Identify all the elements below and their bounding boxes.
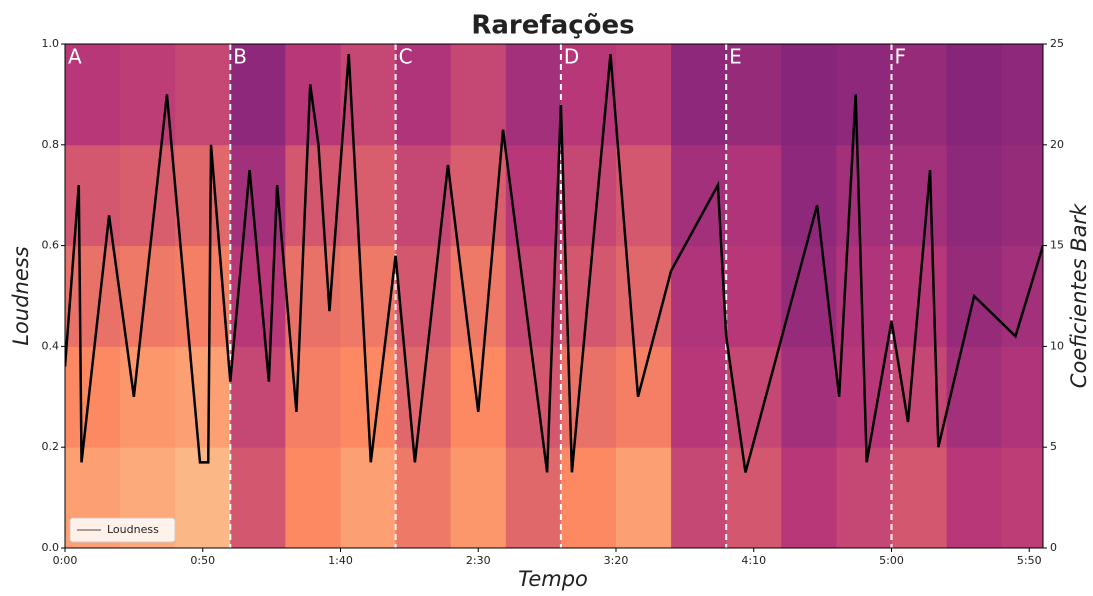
heatmap-cell bbox=[285, 447, 341, 548]
section-label: A bbox=[68, 45, 82, 69]
x-tick-label: 0:50 bbox=[190, 554, 215, 567]
heatmap-cell bbox=[395, 245, 452, 347]
heatmap-cell bbox=[450, 447, 507, 548]
heatmap-cell bbox=[340, 245, 397, 347]
heatmap-cell bbox=[946, 144, 1003, 247]
heatmap-cell bbox=[175, 144, 231, 247]
heatmap-cell bbox=[340, 447, 397, 548]
heatmap-cell bbox=[285, 346, 341, 448]
heatmap-cell bbox=[615, 447, 672, 548]
heatmap-cell bbox=[836, 144, 892, 247]
x-tick-label: 5:50 bbox=[1017, 554, 1042, 567]
y2-tick-label: 0 bbox=[1050, 541, 1057, 554]
heatmap-cell bbox=[781, 346, 837, 448]
heatmap-cell bbox=[671, 245, 727, 347]
heatmap-cell bbox=[175, 44, 231, 146]
plot-area: A B C D E F bbox=[65, 44, 1043, 548]
x-axis-label: Tempo bbox=[518, 567, 588, 591]
heatmap-cell bbox=[175, 447, 231, 548]
heatmap-cell bbox=[65, 245, 121, 347]
heatmap-cell bbox=[781, 447, 837, 548]
heatmap-cell bbox=[395, 346, 452, 448]
x-tick-label: 4:10 bbox=[741, 554, 766, 567]
y-tick-label: 0.0 bbox=[42, 541, 60, 554]
y-tick-label: 0.2 bbox=[42, 440, 60, 453]
section-label: D bbox=[564, 45, 579, 69]
heatmap-cell bbox=[726, 144, 782, 247]
heatmap-cell bbox=[560, 144, 617, 247]
y2-axis-label: Coeficientes Bark bbox=[1067, 203, 1091, 388]
heatmap-cell bbox=[120, 144, 176, 247]
heatmap-cell bbox=[836, 447, 892, 548]
heatmap-cell bbox=[671, 447, 727, 548]
heatmap-cell bbox=[1001, 144, 1043, 247]
spectrogram bbox=[65, 44, 1043, 548]
section-label: B bbox=[233, 45, 247, 69]
legend-label: Loudness bbox=[107, 523, 159, 536]
heatmap-cell bbox=[505, 144, 562, 247]
heatmap-cell bbox=[340, 144, 397, 247]
heatmap-cell bbox=[891, 44, 948, 146]
heatmap-cell bbox=[836, 44, 892, 146]
y-tick-label: 0.6 bbox=[42, 239, 60, 252]
heatmap-cell bbox=[781, 44, 837, 146]
heatmap-cell bbox=[1001, 44, 1043, 146]
heatmap-cell bbox=[230, 346, 286, 448]
heatmap-cell bbox=[726, 447, 782, 548]
x-tick-label: 2:30 bbox=[466, 554, 491, 567]
heatmap-cell bbox=[671, 346, 727, 448]
loudness-line bbox=[65, 53, 1043, 473]
section-label: C bbox=[399, 45, 413, 69]
legend: Loudness bbox=[69, 517, 176, 543]
y2-tick-label: 20 bbox=[1050, 138, 1064, 151]
section-label: E bbox=[729, 45, 742, 69]
heatmap-cell bbox=[946, 447, 1003, 548]
y-tick-label: 1.0 bbox=[42, 37, 60, 50]
y2-tick-label: 15 bbox=[1050, 239, 1064, 252]
heatmap-cell bbox=[395, 447, 452, 548]
legend-box bbox=[69, 517, 176, 543]
x-tick-label: 5:00 bbox=[879, 554, 904, 567]
plot-frame bbox=[64, 43, 1044, 549]
y-tick-label: 0.4 bbox=[42, 339, 60, 352]
y2-tick-label: 5 bbox=[1050, 440, 1057, 453]
y2-tick-label: 25 bbox=[1050, 37, 1064, 50]
heatmap-cell bbox=[560, 447, 617, 548]
heatmap-cell bbox=[946, 44, 1003, 146]
y-tick-label: 0.8 bbox=[42, 138, 60, 151]
heatmap-cell bbox=[395, 144, 452, 247]
heatmap-cell bbox=[1001, 346, 1043, 448]
y-axis-label: Loudness bbox=[9, 246, 33, 345]
heatmap-cell bbox=[891, 447, 948, 548]
heatmap-cell bbox=[891, 144, 948, 247]
heatmap-cell bbox=[175, 346, 231, 448]
heatmap-cell bbox=[726, 245, 782, 347]
section-label: F bbox=[894, 45, 906, 69]
heatmap-cell bbox=[65, 44, 121, 146]
heatmap-cell bbox=[1001, 447, 1043, 548]
heatmap-cell bbox=[450, 44, 507, 146]
y2-tick-label: 10 bbox=[1050, 339, 1064, 352]
heatmap-cell bbox=[505, 44, 562, 146]
heatmap-cell bbox=[671, 44, 727, 146]
heatmap-cell bbox=[505, 447, 562, 548]
axes: 0:00 0:50 1:40 2:30 3:20 4:10 5:00 5:50 0.0 0.2 0.… bbox=[42, 37, 1065, 567]
heatmap-cell bbox=[230, 44, 286, 146]
heatmap-cell bbox=[285, 44, 341, 146]
heatmap-cell bbox=[395, 44, 452, 146]
heatmap-cell bbox=[946, 346, 1003, 448]
heatmap-cell bbox=[615, 346, 672, 448]
heatmap-cell bbox=[726, 44, 782, 146]
heatmap-cell bbox=[781, 144, 837, 247]
heatmap-cell bbox=[285, 144, 341, 247]
x-tick-label: 0:00 bbox=[53, 554, 78, 567]
x-tick-label: 3:20 bbox=[604, 554, 629, 567]
x-tick-label: 1:40 bbox=[328, 554, 353, 567]
chart-title: Rarefações bbox=[471, 11, 634, 41]
heatmap-cell bbox=[615, 44, 672, 146]
heatmap-cell bbox=[615, 245, 672, 347]
heatmap-cell bbox=[230, 447, 286, 548]
